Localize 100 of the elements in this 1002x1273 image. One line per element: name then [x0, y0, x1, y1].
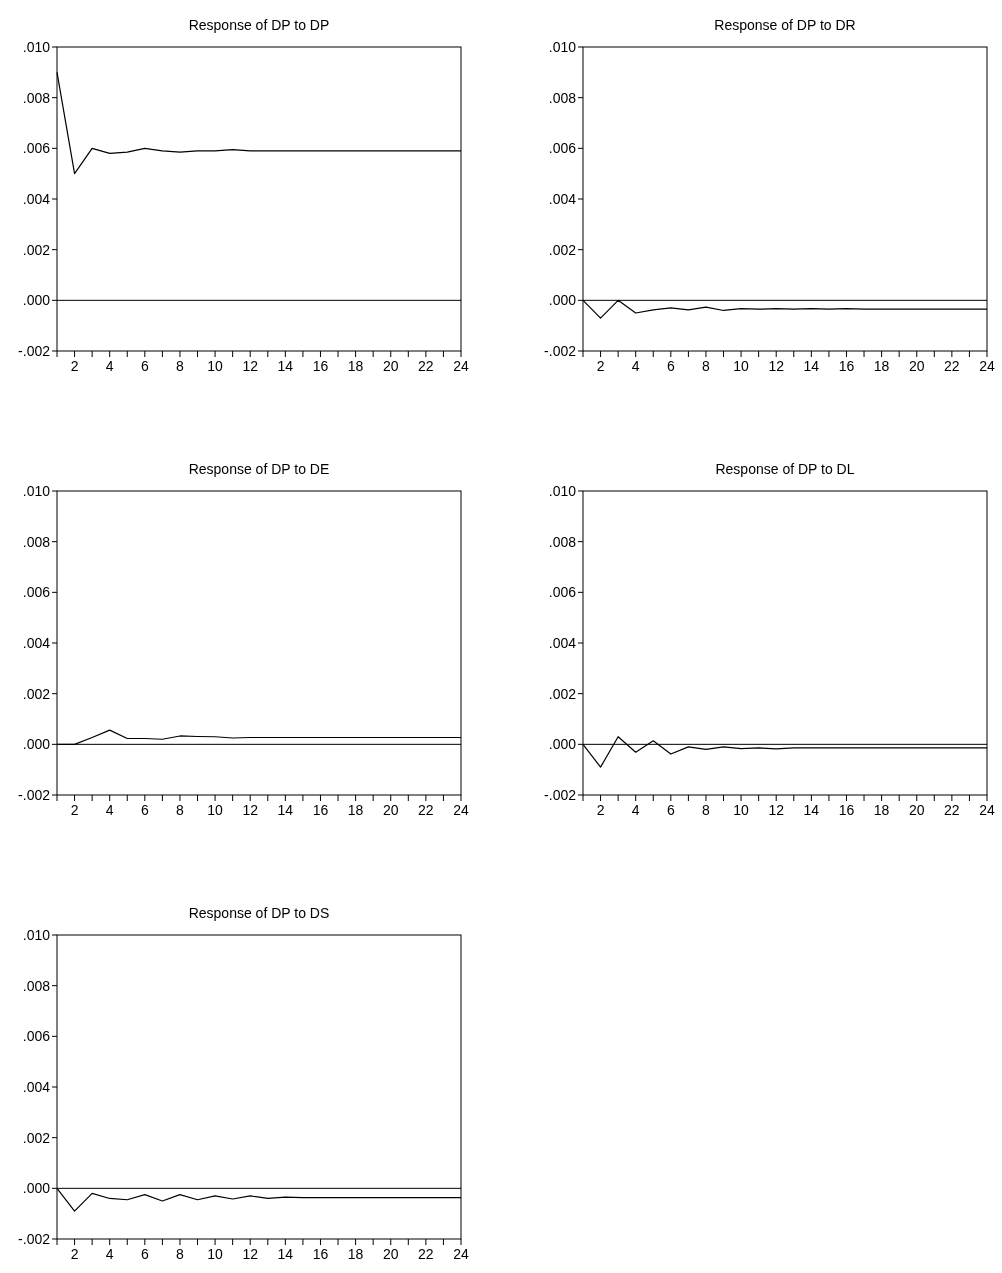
- x-tick-label: 4: [105, 1246, 114, 1262]
- chart-title: Response of DP to DP: [188, 17, 330, 33]
- x-tick-label: 4: [631, 358, 640, 374]
- x-tick-label: 16: [312, 358, 329, 374]
- y-tick-label: .002: [22, 241, 51, 258]
- x-tick-label: 16: [838, 802, 855, 818]
- y-tick-label: .008: [22, 533, 51, 550]
- x-tick-label: 12: [242, 358, 259, 374]
- x-tick-label: 14: [277, 1246, 294, 1262]
- y-tick-label: .006: [22, 140, 51, 157]
- y-tick-label: .006: [22, 1028, 51, 1045]
- x-tick-label: 20: [908, 802, 925, 818]
- x-tick-label: 18: [347, 802, 364, 818]
- x-tick-label: 22: [418, 1246, 434, 1262]
- y-tick-label: .000: [22, 1180, 51, 1197]
- x-tick-label: 22: [418, 802, 434, 818]
- x-tick-label: 8: [176, 1246, 185, 1262]
- x-tick-label: 24: [453, 358, 469, 374]
- x-tick-label: 18: [873, 802, 890, 818]
- x-tick-label: 16: [312, 1246, 329, 1262]
- x-tick-label: 18: [347, 1246, 364, 1262]
- x-tick-label: 22: [944, 358, 960, 374]
- x-tick-label: 2: [70, 802, 79, 818]
- y-tick-label: .000: [548, 292, 577, 309]
- x-tick-label: 24: [453, 802, 469, 818]
- chart-title: Response of DP to DL: [715, 461, 855, 477]
- y-tick-label: .002: [548, 685, 577, 702]
- y-tick-label: .000: [22, 736, 51, 753]
- x-tick-label: 12: [242, 1246, 259, 1262]
- y-tick-label: -.002: [544, 342, 577, 359]
- y-tick-label: .006: [22, 584, 51, 601]
- x-tick-label: 4: [631, 802, 640, 818]
- x-tick-label: 8: [702, 802, 711, 818]
- y-tick-label: .000: [22, 292, 51, 309]
- x-tick-label: 10: [733, 358, 750, 374]
- x-tick-label: 6: [140, 802, 149, 818]
- y-tick-label: .010: [22, 482, 51, 499]
- y-tick-label: .008: [548, 533, 577, 550]
- x-tick-label: 22: [418, 358, 434, 374]
- x-tick-label: 24: [453, 1246, 469, 1262]
- x-tick-label: 6: [666, 802, 675, 818]
- y-tick-label: .004: [22, 634, 51, 651]
- y-tick-label: -.002: [544, 786, 577, 803]
- y-tick-label: .006: [548, 584, 577, 601]
- y-tick-label: .004: [548, 634, 577, 651]
- y-tick-label: -.002: [18, 342, 51, 359]
- chart-title: Response of DP to DR: [714, 17, 856, 33]
- x-tick-label: 20: [908, 358, 925, 374]
- y-tick-label: -.002: [18, 1230, 51, 1247]
- y-tick-label: .006: [548, 140, 577, 157]
- y-tick-label: .002: [22, 1129, 51, 1146]
- x-tick-label: 6: [140, 1246, 149, 1262]
- x-tick-label: 20: [382, 1246, 399, 1262]
- x-tick-label: 6: [140, 358, 149, 374]
- y-tick-label: .008: [548, 89, 577, 106]
- y-tick-label: .010: [548, 38, 577, 55]
- x-tick-label: 6: [666, 358, 675, 374]
- x-tick-label: 14: [277, 802, 294, 818]
- x-tick-label: 2: [596, 358, 605, 374]
- x-tick-label: 4: [105, 358, 114, 374]
- x-tick-label: 18: [873, 358, 890, 374]
- x-tick-label: 12: [242, 802, 259, 818]
- x-tick-label: 10: [733, 802, 750, 818]
- x-tick-label: 18: [347, 358, 364, 374]
- y-tick-label: .008: [22, 89, 51, 106]
- x-tick-label: 24: [979, 802, 995, 818]
- y-tick-label: -.002: [18, 786, 51, 803]
- y-tick-label: .004: [22, 190, 51, 207]
- x-tick-label: 2: [70, 1246, 79, 1262]
- x-tick-label: 8: [176, 802, 185, 818]
- y-tick-label: .010: [22, 38, 51, 55]
- x-tick-label: 14: [803, 358, 820, 374]
- y-tick-label: .002: [22, 685, 51, 702]
- chart-title: Response of DP to DS: [188, 905, 330, 921]
- x-tick-label: 10: [207, 802, 224, 818]
- x-tick-label: 12: [768, 802, 785, 818]
- x-tick-label: 16: [312, 802, 329, 818]
- x-tick-label: 10: [207, 1246, 224, 1262]
- y-tick-label: .004: [22, 1078, 51, 1095]
- x-tick-label: 20: [382, 802, 399, 818]
- x-tick-label: 14: [277, 358, 294, 374]
- x-tick-label: 22: [944, 802, 960, 818]
- x-tick-label: 12: [768, 358, 785, 374]
- x-tick-label: 20: [382, 358, 399, 374]
- x-tick-label: 8: [702, 358, 711, 374]
- x-tick-label: 14: [803, 802, 820, 818]
- y-tick-label: .002: [548, 241, 577, 258]
- x-tick-label: 24: [979, 358, 995, 374]
- y-tick-label: .000: [548, 736, 577, 753]
- x-tick-label: 10: [207, 358, 224, 374]
- x-tick-label: 2: [70, 358, 79, 374]
- y-tick-label: .010: [548, 482, 577, 499]
- x-tick-label: 16: [838, 358, 855, 374]
- y-tick-label: .008: [22, 977, 51, 994]
- chart-title: Response of DP to DE: [188, 461, 330, 477]
- y-tick-label: .004: [548, 190, 577, 207]
- x-tick-label: 4: [105, 802, 114, 818]
- x-tick-label: 2: [596, 802, 605, 818]
- y-tick-label: .010: [22, 926, 51, 943]
- x-tick-label: 8: [176, 358, 185, 374]
